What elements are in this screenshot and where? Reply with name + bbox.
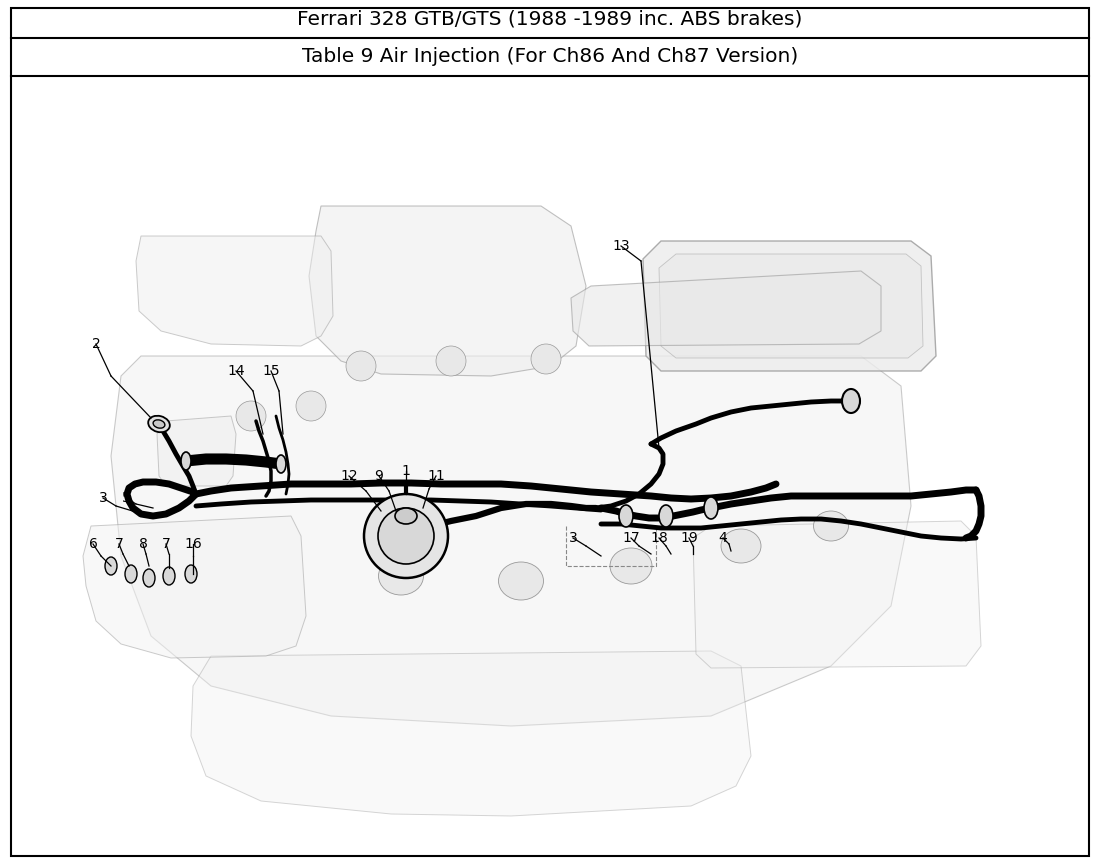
Ellipse shape	[143, 569, 155, 587]
Ellipse shape	[395, 508, 417, 524]
Circle shape	[296, 391, 326, 421]
Text: 18: 18	[650, 531, 668, 545]
Polygon shape	[659, 254, 923, 358]
Ellipse shape	[163, 567, 175, 585]
Ellipse shape	[610, 548, 652, 584]
Circle shape	[378, 508, 434, 564]
Ellipse shape	[720, 529, 761, 563]
Text: 16: 16	[184, 537, 202, 551]
Ellipse shape	[185, 565, 197, 583]
Text: 3: 3	[99, 491, 108, 505]
Text: 17: 17	[623, 531, 640, 545]
Ellipse shape	[148, 416, 169, 432]
Circle shape	[236, 401, 266, 431]
Ellipse shape	[125, 565, 138, 583]
Circle shape	[346, 351, 376, 381]
Circle shape	[531, 344, 561, 374]
Text: Ferrari 328 GTB/GTS (1988 -1989 inc. ABS brakes): Ferrari 328 GTB/GTS (1988 -1989 inc. ABS…	[297, 10, 803, 29]
Text: 15: 15	[262, 364, 279, 378]
Ellipse shape	[704, 497, 718, 519]
Text: 8: 8	[139, 537, 147, 551]
Text: 11: 11	[427, 469, 444, 483]
Ellipse shape	[814, 511, 848, 541]
Ellipse shape	[276, 455, 286, 473]
Ellipse shape	[842, 389, 860, 413]
Text: 7: 7	[162, 537, 170, 551]
Text: 12: 12	[340, 469, 358, 483]
Text: Table 9 Air Injection (For Ch86 And Ch87 Version): Table 9 Air Injection (For Ch86 And Ch87…	[301, 48, 799, 67]
Polygon shape	[571, 271, 881, 346]
Text: 3: 3	[569, 531, 578, 545]
Text: 1: 1	[402, 464, 410, 478]
Text: 14: 14	[228, 364, 245, 378]
Ellipse shape	[104, 557, 117, 575]
Ellipse shape	[498, 562, 543, 600]
Ellipse shape	[378, 557, 424, 595]
Polygon shape	[693, 521, 981, 668]
Polygon shape	[309, 206, 586, 376]
Ellipse shape	[153, 420, 165, 429]
Ellipse shape	[182, 452, 191, 470]
Polygon shape	[111, 356, 911, 726]
Text: 19: 19	[680, 531, 697, 545]
Circle shape	[364, 494, 448, 578]
Text: 7: 7	[114, 537, 123, 551]
Text: 4: 4	[718, 531, 727, 545]
Polygon shape	[157, 416, 236, 486]
Circle shape	[436, 346, 466, 376]
Polygon shape	[191, 651, 751, 816]
Text: 13: 13	[613, 239, 630, 253]
Polygon shape	[644, 241, 936, 371]
Ellipse shape	[659, 505, 673, 527]
Text: 6: 6	[89, 537, 98, 551]
Text: 2: 2	[91, 337, 100, 351]
Text: 9: 9	[375, 469, 384, 483]
Polygon shape	[82, 516, 306, 658]
Ellipse shape	[619, 505, 632, 527]
Text: 5: 5	[122, 491, 131, 505]
Polygon shape	[136, 236, 333, 346]
